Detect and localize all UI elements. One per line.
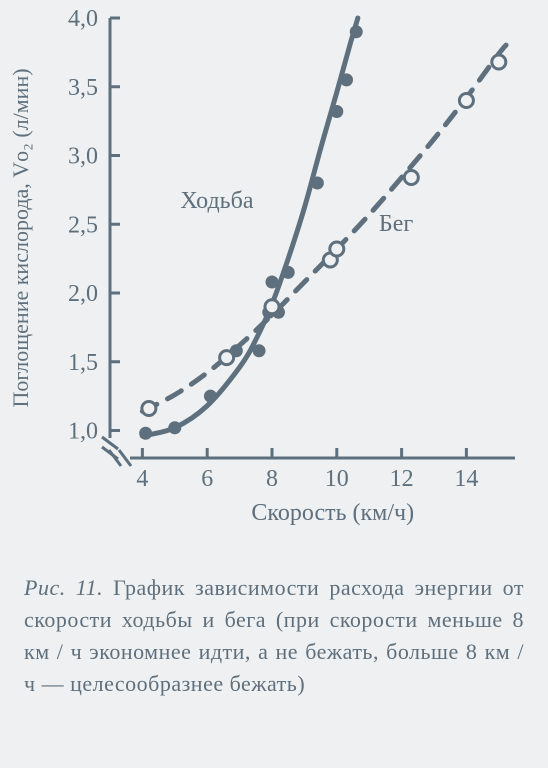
walk-point (266, 276, 278, 288)
y-axis-label: Поглощение кислорода, Vо₂ (л/мин) (8, 68, 33, 407)
x-tick-label: 4 (136, 466, 148, 492)
walk-point (169, 422, 181, 434)
walk-label: Ходьба (180, 188, 253, 214)
y-tick-label: 4,0 (68, 6, 98, 32)
walk-point (282, 266, 294, 278)
figure-caption: Рис. 11. График зависимости расхода энер… (24, 572, 524, 700)
x-tick-label: 10 (325, 466, 349, 492)
caption-lead: Рис. 11. (24, 575, 103, 600)
y-tick-label: 3,0 (68, 144, 98, 170)
walk-point (331, 106, 343, 118)
run-point (142, 402, 156, 416)
walk-point (204, 390, 216, 402)
figure: 4 6 8 10 12 14 Скорость (км/ч) 1,0 1,5 2,0 2,5 3,0 3… (0, 0, 548, 768)
run-point (265, 300, 279, 314)
walk-point (341, 74, 353, 86)
y-tick-label: 1,0 (68, 419, 98, 445)
x-tick-label: 8 (266, 466, 278, 492)
y-tick-label: 2,5 (68, 212, 98, 238)
walk-curve (142, 18, 357, 436)
run-point (459, 94, 473, 108)
run-point (220, 351, 234, 365)
chart-svg: 4 6 8 10 12 14 Скорость (км/ч) 1,0 1,5 2,0 2,5 3,0 3… (0, 0, 548, 560)
y-tick-label: 2,0 (68, 281, 98, 307)
run-point (330, 242, 344, 256)
walk-point (311, 177, 323, 189)
run-label: Бег (379, 211, 413, 237)
walk-point (140, 427, 152, 439)
x-tick-label: 6 (201, 466, 213, 492)
run-point (404, 171, 418, 185)
walk-point (253, 345, 265, 357)
run-point (492, 55, 506, 69)
y-tick-label: 1,5 (68, 350, 98, 376)
run-curve (142, 43, 508, 412)
y-tick-label: 3,5 (68, 75, 98, 101)
chart-plot: 4 6 8 10 12 14 Скорость (км/ч) 1,0 1,5 2,0 2,5 3,0 3… (0, 0, 548, 560)
walk-point (350, 26, 362, 38)
x-tick-label: 14 (454, 466, 478, 492)
x-axis-label: Скорость (км/ч) (251, 500, 414, 526)
x-tick-label: 12 (390, 466, 414, 492)
